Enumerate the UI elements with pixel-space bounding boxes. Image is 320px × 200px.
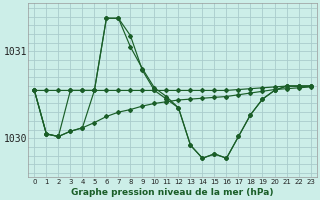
X-axis label: Graphe pression niveau de la mer (hPa): Graphe pression niveau de la mer (hPa) bbox=[71, 188, 274, 197]
